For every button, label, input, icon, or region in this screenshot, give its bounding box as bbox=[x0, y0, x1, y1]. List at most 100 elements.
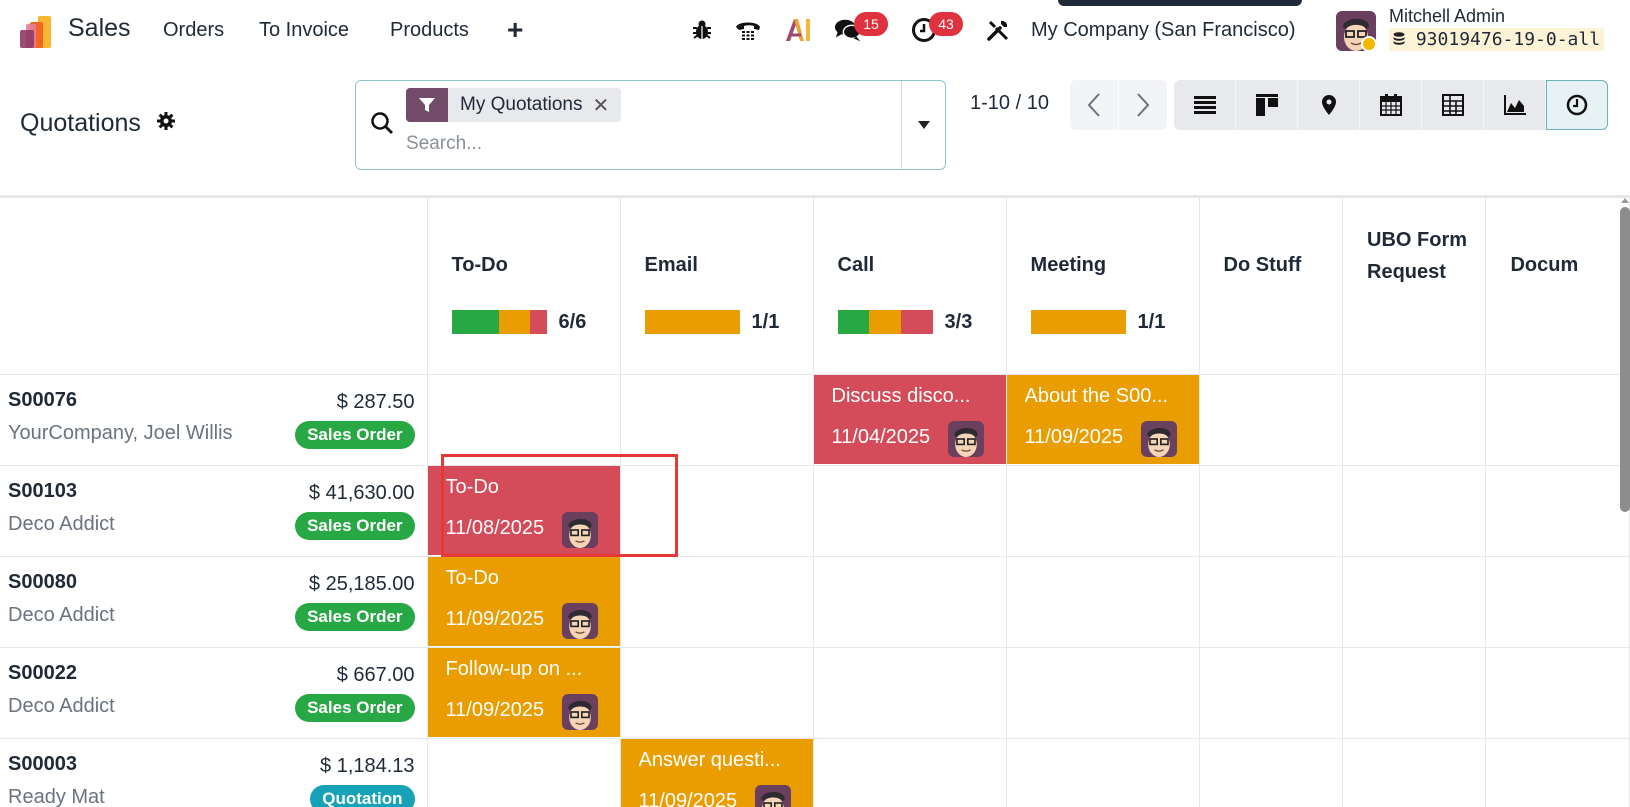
activity-cell[interactable]: To-Do 11/09/2025 bbox=[426, 556, 621, 648]
activity-cell[interactable]: To-Do 11/08/2025 bbox=[426, 465, 621, 557]
record-cell[interactable]: S00076 YourCompany, Joel Willis $ 287.50 Sa… bbox=[0, 374, 428, 466]
empty-activity-cell[interactable] bbox=[812, 556, 1007, 648]
column-progress[interactable]: 6/6 bbox=[451, 310, 586, 334]
empty-activity-cell[interactable] bbox=[619, 647, 814, 739]
view-graph-button[interactable] bbox=[1484, 80, 1546, 130]
empty-activity-cell[interactable] bbox=[1005, 647, 1200, 739]
empty-activity-cell[interactable] bbox=[1342, 374, 1487, 466]
app-name[interactable]: Sales bbox=[68, 14, 131, 42]
empty-activity-cell[interactable] bbox=[812, 738, 1007, 807]
empty-activity-cell[interactable] bbox=[1342, 556, 1487, 648]
empty-activity-cell[interactable] bbox=[1485, 738, 1630, 807]
settings-tools-icon[interactable] bbox=[984, 16, 1012, 44]
progress-bar[interactable] bbox=[644, 310, 740, 334]
empty-activity-cell[interactable] bbox=[1485, 556, 1630, 648]
activity-cell[interactable]: Answer questi... 11/09/2025 bbox=[619, 738, 814, 807]
empty-activity-cell[interactable] bbox=[1342, 647, 1487, 739]
record-name[interactable]: S00076 bbox=[8, 389, 77, 411]
view-calendar-button[interactable] bbox=[1360, 80, 1422, 130]
gear-icon[interactable] bbox=[156, 111, 176, 137]
view-map-button[interactable] bbox=[1298, 80, 1360, 130]
progress-bar[interactable] bbox=[1030, 310, 1126, 334]
record-cell[interactable]: S00022 Deco Addict $ 667.00 Sales Order bbox=[0, 647, 428, 739]
activity-cell[interactable]: Discuss disco... 11/04/2025 bbox=[812, 374, 1007, 466]
activity-cell[interactable]: Follow-up on ... 11/09/2025 bbox=[426, 647, 621, 739]
record-name[interactable]: S00003 bbox=[8, 753, 77, 775]
sales-app-logo-icon[interactable] bbox=[18, 14, 54, 50]
map-pin-icon bbox=[1321, 95, 1336, 115]
facet-remove-icon[interactable]: ✕ bbox=[592, 94, 610, 117]
activity-summary: Answer questi... bbox=[638, 749, 781, 771]
status-badge: Sales Order bbox=[295, 512, 415, 540]
record-cell[interactable]: S00080 Deco Addict $ 25,185.00 Sales Order bbox=[0, 556, 428, 648]
empty-activity-cell[interactable] bbox=[1342, 738, 1487, 807]
pager-previous-button[interactable] bbox=[1070, 80, 1118, 130]
column-progress[interactable]: 3/3 bbox=[837, 310, 972, 334]
pager-next-button[interactable] bbox=[1118, 80, 1167, 130]
empty-activity-cell[interactable] bbox=[426, 738, 621, 807]
ai-icon[interactable] bbox=[784, 16, 812, 44]
column-progress[interactable]: 1/1 bbox=[1030, 310, 1165, 334]
record-cell[interactable]: S00103 Deco Addict $ 41,630.00 Sales Order bbox=[0, 465, 428, 557]
filter-icon bbox=[406, 88, 448, 122]
view-activity-button[interactable] bbox=[1546, 80, 1608, 130]
search-icon[interactable] bbox=[370, 111, 394, 140]
empty-activity-cell[interactable] bbox=[812, 465, 1007, 557]
menu-orders[interactable]: Orders bbox=[163, 19, 225, 41]
column-progress[interactable]: 1/1 bbox=[644, 310, 779, 334]
record-cell[interactable]: S00003 Ready Mat $ 1,184.13 Quotation bbox=[0, 738, 428, 807]
record-partner: Deco Addict bbox=[8, 695, 115, 717]
empty-activity-cell[interactable] bbox=[1485, 647, 1630, 739]
empty-activity-cell[interactable] bbox=[1485, 374, 1630, 466]
empty-activity-cell[interactable] bbox=[619, 374, 814, 466]
empty-activity-cell[interactable] bbox=[812, 647, 1007, 739]
record-amount: $ 25,185.00 bbox=[308, 573, 415, 595]
empty-activity-cell[interactable] bbox=[1198, 556, 1344, 648]
progress-bar[interactable] bbox=[451, 310, 547, 334]
column-header-document[interactable]: Docum bbox=[1485, 197, 1630, 375]
search-options-toggle[interactable] bbox=[901, 81, 945, 169]
empty-activity-cell[interactable] bbox=[1005, 556, 1200, 648]
record-name[interactable]: S00103 bbox=[8, 480, 77, 502]
control-panel: Quotations My Quotations ✕ 1-10 / 10 bbox=[0, 62, 1630, 196]
column-header-meeting[interactable]: Meeting 1/1 bbox=[1005, 197, 1200, 375]
empty-activity-cell[interactable] bbox=[619, 556, 814, 648]
pager-value[interactable]: 1-10 / 10 bbox=[970, 92, 1049, 114]
menu-products[interactable]: Products bbox=[390, 19, 469, 41]
scroll-up-arrow[interactable] bbox=[1621, 198, 1629, 203]
search-input[interactable] bbox=[406, 127, 876, 161]
view-kanban-button[interactable] bbox=[1236, 80, 1298, 130]
empty-activity-cell[interactable] bbox=[1198, 465, 1344, 557]
empty-activity-cell[interactable] bbox=[1485, 465, 1630, 557]
header-row: To-Do 6/6 Email 1/1 bbox=[0, 197, 1630, 375]
debug-bug-icon[interactable] bbox=[688, 16, 716, 44]
view-pivot-button[interactable] bbox=[1422, 80, 1484, 130]
column-header-email[interactable]: Email 1/1 bbox=[619, 197, 814, 375]
empty-activity-cell[interactable] bbox=[1342, 465, 1487, 557]
empty-activity-cell[interactable] bbox=[1198, 738, 1344, 807]
user-name[interactable]: Mitchell Admin bbox=[1389, 6, 1506, 26]
user-status-dot bbox=[1361, 36, 1377, 52]
empty-activity-cell[interactable] bbox=[1198, 374, 1344, 466]
facet-label: My Quotations bbox=[460, 94, 583, 115]
progress-bar[interactable] bbox=[837, 310, 933, 334]
empty-activity-cell[interactable] bbox=[1005, 465, 1200, 557]
column-header-ubo-form-request[interactable]: UBO Form Request bbox=[1342, 197, 1487, 375]
empty-activity-cell[interactable] bbox=[1005, 738, 1200, 807]
menu-to-invoice[interactable]: To Invoice bbox=[259, 19, 350, 41]
empty-activity-cell[interactable] bbox=[619, 465, 814, 557]
empty-activity-cell[interactable] bbox=[1198, 647, 1344, 739]
activity-summary: Follow-up on ... bbox=[445, 658, 583, 680]
record-name[interactable]: S00022 bbox=[8, 662, 77, 684]
view-list-button[interactable] bbox=[1174, 80, 1236, 130]
empty-activity-cell[interactable] bbox=[426, 374, 621, 466]
column-header-do-stuff[interactable]: Do Stuff bbox=[1198, 197, 1344, 375]
record-name[interactable]: S00080 bbox=[8, 571, 77, 593]
column-header-todo[interactable]: To-Do 6/6 bbox=[426, 197, 621, 375]
phone-icon[interactable] bbox=[734, 16, 762, 44]
company-switcher[interactable]: My Company (San Francisco) bbox=[1031, 19, 1296, 41]
vertical-scrollbar[interactable] bbox=[1620, 207, 1630, 512]
column-header-call[interactable]: Call 3/3 bbox=[812, 197, 1007, 375]
new-menu-button[interactable]: + bbox=[507, 14, 524, 45]
activity-cell[interactable]: About the S00... 11/09/2025 bbox=[1005, 374, 1200, 466]
